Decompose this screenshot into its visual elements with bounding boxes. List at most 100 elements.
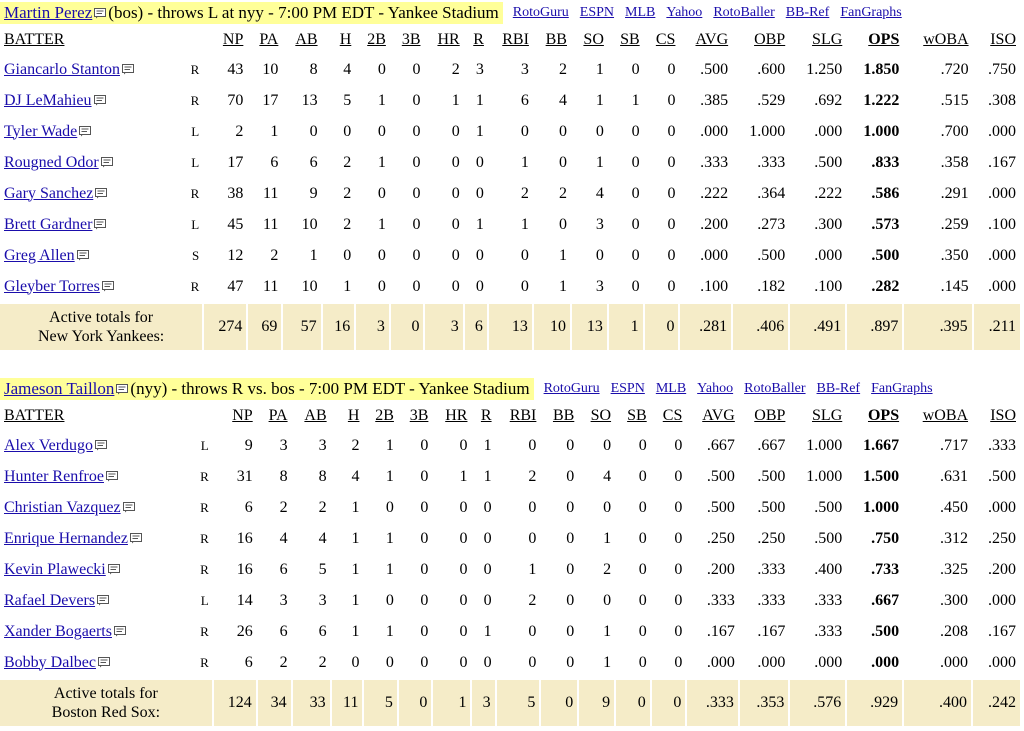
column-header-obp[interactable]: OBP [754, 407, 786, 424]
note-icon[interactable] [76, 250, 89, 261]
column-header-obp[interactable]: OBP [754, 31, 786, 48]
stat-so: 0 [603, 498, 612, 516]
column-header-ops[interactable]: OPS [867, 407, 900, 424]
column-header-rbi[interactable]: RBI [502, 31, 529, 48]
column-header-ab[interactable]: AB [304, 407, 327, 424]
column-header-np[interactable]: NP [232, 407, 253, 424]
link-yahoo[interactable]: Yahoo [666, 5, 703, 20]
note-icon[interactable] [105, 471, 118, 482]
column-header-h[interactable]: H [347, 407, 360, 424]
total-h: 16 [320, 302, 356, 350]
column-header-avg[interactable]: AVG [695, 31, 729, 48]
note-icon[interactable] [95, 188, 108, 199]
note-icon[interactable] [107, 564, 120, 575]
column-header-2b[interactable]: 2B [375, 407, 394, 424]
batter-link[interactable]: Gary Sanchez [4, 184, 94, 202]
link-fangraphs[interactable]: FanGraphs [840, 5, 902, 20]
column-header-so[interactable]: SO [583, 31, 604, 48]
column-header-sb[interactable]: SB [620, 31, 640, 48]
link-rotoguru[interactable]: RotoGuru [512, 5, 569, 20]
note-icon[interactable] [97, 595, 110, 606]
link-mlb[interactable]: MLB [655, 381, 687, 396]
note-icon[interactable] [122, 502, 135, 513]
pitcher-link[interactable]: Martin Perez [4, 3, 93, 22]
column-header-3b[interactable]: 3B [409, 407, 429, 424]
column-header-bb[interactable]: BB [552, 407, 575, 424]
column-header-hr[interactable]: HR [437, 31, 460, 48]
column-header-cs[interactable]: CS [655, 31, 676, 48]
column-header-cs[interactable]: CS [662, 407, 683, 424]
batter-link[interactable]: Rougned Odor [4, 153, 99, 171]
note-icon[interactable] [79, 126, 92, 137]
batter-link[interactable]: Enrique Hernandez [4, 529, 128, 547]
column-header-hr[interactable]: HR [445, 407, 468, 424]
column-header-slg[interactable]: SLG [812, 31, 843, 48]
column-header-slg[interactable]: SLG [812, 407, 843, 424]
note-icon[interactable] [116, 383, 129, 395]
link-espn[interactable]: ESPN [610, 381, 645, 396]
column-header-batter[interactable]: BATTER [4, 31, 65, 48]
batter-link[interactable]: Gleyber Torres [4, 277, 100, 295]
note-icon[interactable] [97, 657, 110, 668]
column-header-2b[interactable]: 2B [367, 31, 386, 48]
note-icon[interactable] [113, 626, 126, 637]
column-header-so[interactable]: SO [590, 407, 612, 424]
stat-np: 17 [227, 153, 244, 171]
batter-link[interactable]: Alex Verdugo [4, 436, 94, 454]
link-fangraphs[interactable]: FanGraphs [871, 381, 933, 396]
stat-obp: .250 [757, 529, 786, 547]
column-header-sb[interactable]: SB [627, 407, 647, 424]
batter-link[interactable]: Christian Vazquez [4, 498, 121, 516]
link-mlb[interactable]: MLB [625, 5, 656, 20]
column-header-h[interactable]: H [339, 31, 352, 48]
column-header-ops[interactable]: OPS [868, 31, 900, 48]
note-icon[interactable] [101, 281, 114, 292]
stat-r: 3 [475, 60, 484, 78]
column-header-woba[interactable]: wOBA [923, 31, 969, 48]
batter-link[interactable]: Greg Allen [4, 246, 75, 264]
column-header-np[interactable]: NP [222, 31, 244, 48]
batter-link[interactable]: Hunter Renfroe [4, 467, 104, 485]
batter-link[interactable]: Rafael Devers [4, 591, 96, 609]
batter-hand: L [191, 154, 200, 170]
stat-bb: 2 [558, 60, 567, 78]
column-header-bb[interactable]: BB [545, 31, 567, 48]
column-header-ab[interactable]: AB [295, 31, 318, 48]
column-header-rbi[interactable]: RBI [509, 407, 537, 424]
batter-link[interactable]: DJ LeMahieu [4, 91, 92, 109]
batter-link[interactable]: Giancarlo Stanton [4, 60, 120, 78]
column-header-r[interactable]: R [480, 407, 492, 424]
link-bb-ref[interactable]: BB-Ref [816, 381, 861, 396]
stat-ab: 10 [301, 215, 318, 233]
note-icon[interactable] [94, 7, 107, 19]
link-rotoballer[interactable]: RotoBaller [713, 5, 775, 20]
note-icon[interactable] [94, 219, 107, 230]
note-icon[interactable] [100, 157, 113, 168]
column-header-pa[interactable]: PA [268, 407, 288, 424]
link-rotoballer[interactable]: RotoBaller [744, 381, 806, 396]
column-header-pa[interactable]: PA [259, 31, 279, 48]
note-icon[interactable] [129, 533, 142, 544]
note-icon[interactable] [121, 64, 134, 75]
link-rotoguru[interactable]: RotoGuru [543, 381, 600, 396]
column-header-woba[interactable]: wOBA [922, 407, 969, 424]
stat-hr: 0 [459, 622, 468, 640]
column-header-batter[interactable]: BATTER [4, 407, 65, 424]
column-header-3b[interactable]: 3B [401, 31, 421, 48]
stat-woba: .720 [940, 60, 969, 78]
batter-link[interactable]: Xander Bogaerts [4, 622, 112, 640]
link-yahoo[interactable]: Yahoo [697, 381, 734, 396]
batter-link[interactable]: Tyler Wade [4, 122, 78, 140]
column-header-r[interactable]: R [473, 31, 484, 48]
pitcher-link[interactable]: Jameson Taillon [4, 379, 115, 398]
column-header-iso[interactable]: ISO [990, 407, 1016, 424]
link-bb-ref[interactable]: BB-Ref [785, 5, 830, 20]
batter-link[interactable]: Bobby Dalbec [4, 653, 96, 671]
link-espn[interactable]: ESPN [579, 5, 615, 20]
column-header-iso[interactable]: ISO [990, 31, 1016, 48]
note-icon[interactable] [93, 95, 106, 106]
column-header-avg[interactable]: AVG [702, 407, 735, 424]
batter-link[interactable]: Brett Gardner [4, 215, 93, 233]
note-icon[interactable] [95, 440, 108, 451]
batter-link[interactable]: Kevin Plawecki [4, 560, 106, 578]
